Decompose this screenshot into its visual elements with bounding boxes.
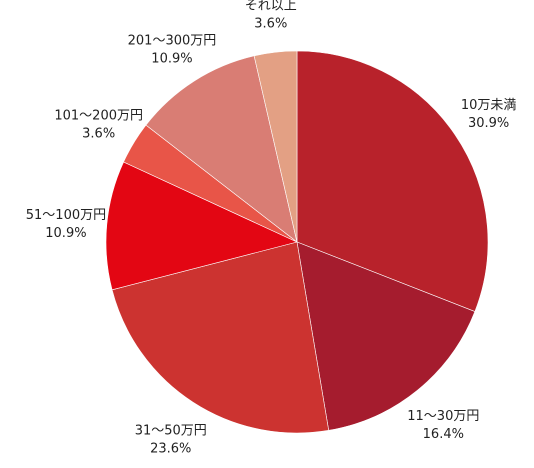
value-label: 10.9%	[151, 52, 192, 67]
category-label: 31〜50万円	[135, 424, 207, 439]
value-label: 3.6%	[82, 127, 115, 142]
slice-label: 31〜50万円 23.6%	[135, 424, 207, 457]
slice-label: 11〜30万円 16.4%	[407, 409, 479, 442]
slice-label: 51〜100万円 10.9%	[26, 208, 106, 241]
value-label: 16.4%	[423, 427, 464, 442]
slice-label: 10万未満 30.9%	[461, 98, 517, 131]
value-label: 10.9%	[45, 226, 86, 241]
category-label: 11〜30万円	[407, 409, 479, 424]
pie-slice	[296, 50, 489, 312]
category-label: 51〜100万円	[26, 208, 106, 223]
value-label: 30.9%	[468, 116, 509, 131]
pie-slice	[253, 50, 298, 243]
pie-slice	[145, 55, 298, 243]
value-label: 3.6%	[254, 16, 287, 31]
slice-label: それ以上 3.6%	[245, 0, 297, 31]
pie-slice	[296, 241, 476, 431]
category-label: それ以上	[245, 0, 297, 13]
pie-slice	[111, 241, 330, 434]
category-label: 10万未満	[461, 98, 517, 113]
category-label: 201〜300万円	[128, 34, 217, 49]
pie-slice	[105, 161, 298, 291]
value-label: 23.6%	[150, 442, 191, 457]
category-label: 101〜200万円	[54, 109, 143, 124]
slice-label: 201〜300万円 10.9%	[128, 34, 217, 67]
slice-label: 101〜200万円 3.6%	[54, 109, 143, 142]
